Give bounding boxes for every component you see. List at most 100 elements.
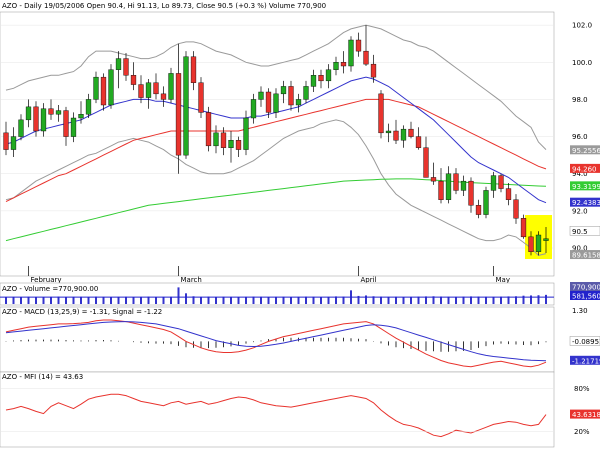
candle-body [18, 119, 24, 137]
volume-bar [530, 295, 532, 304]
candle-body [438, 180, 444, 200]
price-value-tags: 95.2556 94.260 93.3199 92.4383 90.5 89.6158 [569, 145, 600, 260]
mfi-tag-box [570, 409, 600, 419]
volume-bar [57, 296, 60, 304]
volume-bar [312, 296, 315, 304]
candle-body [333, 62, 339, 70]
candle [528, 231, 534, 256]
candle [310, 69, 317, 92]
volume-bar [177, 287, 180, 304]
candle [213, 125, 219, 154]
volume-bar [72, 296, 75, 304]
volume-bar [447, 296, 450, 304]
candle [63, 106, 69, 146]
price-tag-text: 93.3199 [572, 183, 600, 191]
candle-body [498, 175, 504, 189]
candle [190, 51, 197, 91]
candle-body [528, 236, 534, 252]
bollinger-upper-line [5, 24, 547, 150]
month-label: March [181, 276, 202, 284]
candle [408, 121, 414, 139]
volume-bar [522, 295, 525, 304]
volume-tag-text: 770,900 [572, 284, 600, 292]
volume-bar [102, 296, 105, 304]
chart-header: AZO - Daily 19/05/2006 Open 90.4, Hi 91.… [2, 2, 326, 10]
candle-body [273, 93, 279, 113]
volume-bar [110, 297, 112, 304]
volume-bar [462, 296, 465, 304]
candle-body [355, 39, 362, 52]
volume-bar [387, 296, 390, 304]
price-tag-box [570, 163, 600, 173]
candle-body [340, 62, 347, 67]
price-tag-box [570, 197, 600, 207]
price-tag-text: 94.260 [572, 165, 597, 173]
macd-tag-box [569, 336, 600, 346]
volume-bar [275, 296, 277, 304]
volume-bar [545, 294, 547, 304]
candle-body [423, 147, 429, 178]
candle-body [78, 114, 84, 119]
signal-line [5, 321, 547, 362]
volume-bar [440, 296, 442, 304]
candle [205, 106, 212, 152]
candle-body [205, 112, 212, 147]
candle [468, 177, 474, 213]
candle [18, 114, 24, 141]
candle-body [175, 73, 182, 156]
price-tag-box [569, 226, 600, 236]
candle-body [33, 106, 39, 132]
candle-body [228, 140, 234, 148]
month-label: May [496, 276, 510, 284]
month-label: April [361, 276, 377, 284]
candle [445, 166, 452, 204]
candle-body [265, 91, 272, 113]
volume-bar [237, 297, 240, 304]
candle [430, 162, 437, 185]
volume-bar [305, 296, 307, 304]
volume-bar [327, 296, 330, 304]
candle [108, 64, 114, 109]
candle [48, 99, 54, 120]
price-tick-label: 98.0 [572, 96, 588, 104]
candle [228, 131, 234, 163]
volume-bar [20, 297, 22, 304]
price-tick-label: 96.0 [572, 133, 588, 141]
volume-bar [95, 296, 97, 304]
candle [400, 125, 407, 148]
candle [55, 105, 62, 122]
candle [513, 194, 519, 224]
candle-body [213, 132, 219, 147]
candle [250, 93, 257, 124]
candle-body [400, 128, 407, 141]
price-panel-frame [0, 11, 555, 277]
candle [438, 168, 444, 204]
volume-bar [162, 296, 165, 304]
macd-tag-text: -1.21719 [572, 357, 600, 365]
candle-body [505, 188, 512, 200]
candle [370, 54, 377, 83]
volume-bar [50, 296, 52, 304]
macd-panel-frame [0, 306, 555, 373]
volume-label: AZO - Volume =770,900.00 [2, 285, 98, 293]
volume-bar [470, 296, 472, 304]
volume-bar [140, 296, 142, 304]
volume-bar [80, 296, 82, 304]
candle-body [393, 130, 399, 141]
candle-body [115, 58, 122, 70]
candle [303, 80, 309, 104]
candle-body [168, 73, 174, 100]
volume-bar [125, 296, 127, 304]
candle [393, 119, 399, 144]
candle-body [535, 234, 542, 252]
candle [130, 62, 137, 91]
volume-bar [425, 296, 427, 304]
candle-body [348, 39, 354, 67]
volume-bar [417, 296, 420, 304]
candle-body [483, 190, 489, 215]
candle-body [48, 108, 54, 115]
candle [25, 99, 32, 128]
candle [273, 88, 279, 118]
volume-tag-text: 581,560 [572, 293, 600, 301]
candle-body [190, 56, 197, 83]
